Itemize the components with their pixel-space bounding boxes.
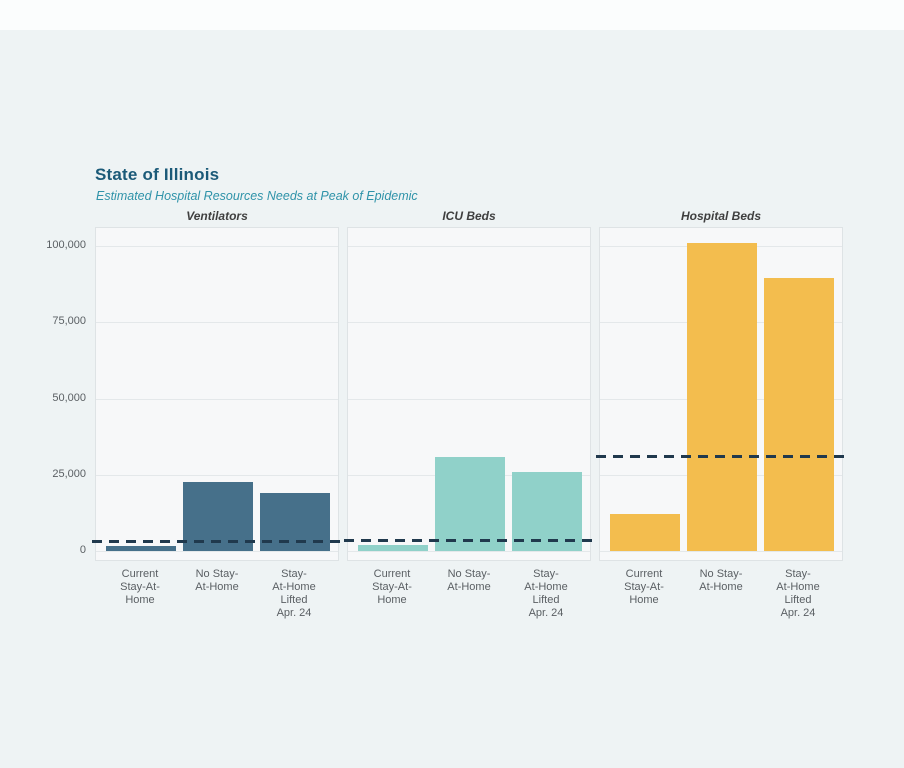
x-axis-label-stay-at-home-lifted-apr-24: Stay- At-Home Lifted Apr. 24	[776, 568, 820, 619]
x-axis-label-current-stay-at-home: Current Stay-At- Home	[372, 568, 412, 606]
bar-icu-beds-no-stay-at-home[interactable]	[435, 456, 505, 551]
panel-hospital-beds	[596, 227, 846, 561]
y-tick-label-0: 0	[79, 544, 86, 556]
gridline-0	[348, 551, 590, 552]
x-axis-label-current-stay-at-home: Current Stay-At- Home	[624, 568, 664, 606]
bar-hospital-beds-stay-at-home-lifted-apr-24[interactable]	[764, 278, 834, 551]
bar-icu-beds-stay-at-home-lifted-apr-24[interactable]	[512, 471, 582, 551]
top-strip	[0, 0, 904, 30]
panel-title-icu-beds: ICU Beds	[442, 209, 496, 223]
y-tick-label-100-000: 100,000	[46, 239, 86, 252]
x-axis-label-stay-at-home-lifted-apr-24: Stay- At-Home Lifted Apr. 24	[272, 568, 316, 619]
bar-ventilators-no-stay-at-home[interactable]	[183, 482, 253, 551]
gridline-50000	[348, 398, 590, 400]
gridline-75000	[348, 322, 590, 324]
gridline-0	[96, 551, 338, 552]
bar-ventilators-current-stay-at-home[interactable]	[106, 545, 176, 551]
x-axis-label-no-stay-at-home: No Stay- At-Home	[195, 568, 239, 593]
x-axis-label-current-stay-at-home: Current Stay-At- Home	[120, 568, 160, 606]
panel-title-ventilators: Ventilators	[186, 209, 248, 223]
x-axis-label-no-stay-at-home: No Stay- At-Home	[699, 568, 743, 593]
gridline-100000	[96, 246, 338, 248]
capacity-line-ventilators	[92, 539, 342, 543]
gridline-100000	[348, 246, 590, 248]
bar-icu-beds-current-stay-at-home[interactable]	[358, 544, 428, 551]
panel-icu-beds	[344, 227, 594, 561]
y-tick-label-50-000: 50,000	[52, 391, 86, 404]
y-tick-label-75-000: 75,000	[52, 315, 86, 328]
x-axis-label-no-stay-at-home: No Stay- At-Home	[447, 568, 491, 593]
panel-ventilators	[92, 227, 342, 561]
gridline-0	[600, 551, 842, 552]
x-axis-label-stay-at-home-lifted-apr-24: Stay- At-Home Lifted Apr. 24	[524, 568, 568, 619]
y-tick-label-25-000: 25,000	[52, 467, 86, 480]
gridline-25000	[96, 474, 338, 476]
capacity-line-hospital-beds	[596, 455, 846, 458]
bar-hospital-beds-no-stay-at-home[interactable]	[687, 243, 757, 551]
capacity-line-icu-beds	[344, 539, 594, 543]
gridline-75000	[96, 322, 338, 324]
chart-subtitle: Estimated Hospital Resources Needs at Pe…	[96, 189, 418, 203]
bar-hospital-beds-current-stay-at-home[interactable]	[610, 514, 680, 551]
panel-title-hospital-beds: Hospital Beds	[680, 209, 761, 223]
gridline-50000	[96, 398, 338, 400]
chart-title: State of Illinois	[95, 165, 220, 184]
